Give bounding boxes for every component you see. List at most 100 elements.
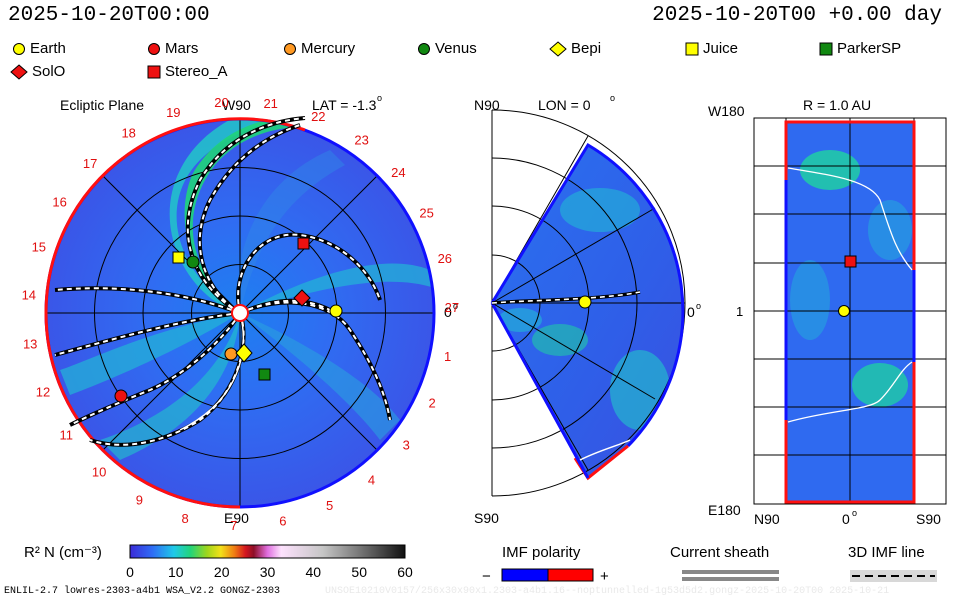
legend-label: Stereo_A bbox=[165, 63, 228, 80]
legend-stereo-a: Stereo_A bbox=[147, 63, 228, 80]
colorbar-gradient bbox=[129, 544, 406, 559]
mars-marker bbox=[114, 389, 128, 403]
carrington-label: 24 bbox=[391, 165, 405, 180]
colorbar-tick: 40 bbox=[306, 564, 322, 580]
legend-label: SolO bbox=[32, 63, 66, 80]
radial-r-label: R = 1.0 AU bbox=[803, 97, 871, 113]
ecliptic-top-label: W90 bbox=[222, 97, 251, 113]
carrington-label: 10 bbox=[92, 464, 106, 479]
parkersp-marker-icon bbox=[819, 42, 833, 55]
imf-plus: + bbox=[600, 568, 609, 585]
meridional-right-label: 0 bbox=[687, 304, 695, 320]
carrington-label: 20 bbox=[214, 95, 228, 110]
colorbar-tick: 0 bbox=[126, 564, 134, 580]
meridional-boundary-south bbox=[490, 302, 590, 479]
imf-title: IMF polarity bbox=[502, 544, 581, 561]
stereo-a-marker-icon bbox=[147, 65, 161, 78]
bepi-marker bbox=[235, 343, 253, 363]
ecliptic-bottom-label: E90 bbox=[224, 510, 249, 526]
sheath-swatch-bottom bbox=[682, 577, 779, 581]
stereo-a-marker bbox=[297, 237, 310, 250]
carrington-label: 2 bbox=[428, 396, 435, 411]
carrington-label: 7 bbox=[230, 518, 237, 533]
juice-marker bbox=[172, 251, 185, 264]
meridional-boundary bbox=[490, 142, 685, 448]
meridional-earth-marker bbox=[578, 295, 592, 309]
degree-mark: o bbox=[852, 508, 857, 518]
meridional-bottom-label: S90 bbox=[474, 510, 499, 526]
ecliptic-right-label: 0 bbox=[444, 304, 452, 320]
imf-negative-swatch bbox=[501, 568, 549, 582]
legend-earth: Earth bbox=[12, 40, 66, 57]
carrington-label: 6 bbox=[279, 514, 286, 529]
radial-panel: W180 R = 1.0 AU E180 1 N90 0 o S90 bbox=[708, 97, 947, 527]
carrington-label: 26 bbox=[438, 251, 452, 266]
colorbar-tick: 50 bbox=[351, 564, 367, 580]
degree-mark: o bbox=[453, 301, 458, 311]
timestamp-left: 2025-10-20T00:00 bbox=[8, 4, 210, 27]
legend-label: Mercury bbox=[301, 40, 356, 57]
legend-label: Earth bbox=[30, 40, 66, 57]
juice-marker-icon bbox=[685, 42, 699, 55]
imf-polarity-key: IMF polarity − + bbox=[482, 544, 609, 585]
carrington-label: 9 bbox=[136, 493, 143, 508]
sheath-swatch-top bbox=[682, 570, 779, 574]
legend-label: Juice bbox=[703, 40, 739, 57]
legend-solo: SolO bbox=[10, 63, 65, 80]
imf-line-key: 3D IMF line bbox=[848, 544, 937, 582]
carrington-label: 18 bbox=[121, 126, 135, 141]
carrington-label: 22 bbox=[311, 109, 325, 124]
legend-label: ParkerSP bbox=[837, 40, 902, 57]
meridional-field-line-dash bbox=[491, 291, 641, 304]
earth-marker-icon bbox=[13, 42, 25, 55]
radial-top-label: W180 bbox=[708, 103, 745, 119]
legend-parkersp: ParkerSP bbox=[819, 40, 901, 57]
meridional-top-label: N90 bbox=[474, 97, 500, 113]
carrington-label: 25 bbox=[419, 205, 433, 220]
carrington-label: 23 bbox=[354, 132, 368, 147]
legend-venus: Venus bbox=[417, 40, 477, 57]
degree-mark: o bbox=[377, 93, 382, 103]
carrington-label: 27 bbox=[445, 300, 459, 315]
radial-sheath-north bbox=[787, 167, 913, 271]
radial-x-label-south: S90 bbox=[916, 511, 941, 527]
legend-mars: Mars bbox=[147, 40, 198, 57]
carrington-label: 17 bbox=[83, 156, 97, 171]
radial-x-label-north: N90 bbox=[754, 511, 780, 527]
carrington-label: 16 bbox=[52, 195, 66, 210]
carrington-label: 15 bbox=[32, 239, 46, 254]
carrington-label: 5 bbox=[326, 498, 333, 513]
carrington-label: 1 bbox=[444, 349, 451, 364]
colorbar-ticks: 0 10 20 30 40 50 60 bbox=[126, 564, 413, 580]
carrington-label: 14 bbox=[22, 288, 36, 303]
colorbar-label: R² N (cm⁻³) bbox=[24, 544, 102, 561]
carrington-label: 4 bbox=[368, 472, 375, 487]
meridional-lon-label: LON = 0 bbox=[538, 97, 591, 113]
ecliptic-field-lines-dash bbox=[54, 117, 391, 446]
sheath-title: Current sheath bbox=[670, 544, 769, 561]
legend-label: Bepi bbox=[571, 40, 602, 57]
colorbar-tick: 60 bbox=[397, 564, 413, 580]
degree-mark: o bbox=[696, 301, 701, 311]
ecliptic-panel: Ecliptic Plane W90 LAT = -1.3 o E90 0 o … bbox=[22, 93, 460, 533]
meridional-sheath bbox=[579, 439, 631, 461]
carrington-label: 3 bbox=[403, 438, 410, 453]
venus-marker bbox=[186, 255, 200, 269]
colorbar-tick: 30 bbox=[260, 564, 276, 580]
ecliptic-title: Ecliptic Plane bbox=[60, 97, 144, 113]
imf-minus: − bbox=[482, 568, 491, 585]
solo-marker bbox=[293, 289, 311, 307]
colorbar: R² N (cm⁻³) 0 10 20 30 40 50 60 bbox=[24, 544, 413, 580]
imf-positive-swatch bbox=[547, 568, 594, 582]
carrington-label: 8 bbox=[181, 511, 188, 526]
parkersp-marker bbox=[258, 368, 271, 381]
bepi-marker-icon bbox=[549, 40, 567, 57]
carrington-label: 19 bbox=[166, 105, 180, 120]
current-sheath-line bbox=[179, 312, 245, 431]
footer-run-info: ENLIL-2.7 lowres-2303-a4b1 WSA_V2.2 GONG… bbox=[4, 586, 281, 597]
radial-earth-marker bbox=[838, 305, 850, 317]
footer-run-id: UNSOE10210V0157/256x30x90x1.2303-a4b1.16… bbox=[325, 586, 890, 597]
ecliptic-lat-label: LAT = -1.3 bbox=[312, 97, 377, 113]
timestamp-right: 2025-10-20T00 +0.00 day bbox=[652, 4, 942, 27]
